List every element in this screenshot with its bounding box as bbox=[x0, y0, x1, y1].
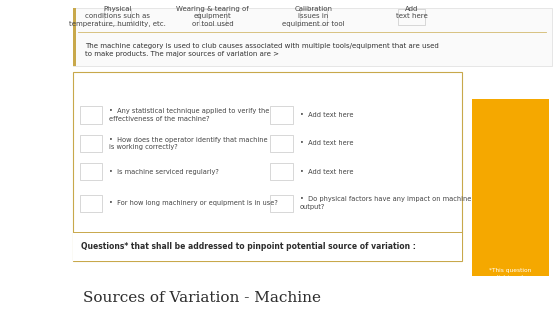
Text: Questions* that shall be addressed to pinpoint potential source of variation :: Questions* that shall be addressed to pi… bbox=[81, 242, 416, 251]
Bar bbox=[80, 195, 102, 212]
Text: •  Any statistical technique applied to verify the
effectiveness of the machine?: • Any statistical technique applied to v… bbox=[109, 108, 269, 122]
Text: Add
text here: Add text here bbox=[396, 6, 427, 19]
Bar bbox=[73, 8, 76, 66]
Bar bbox=[270, 195, 292, 212]
Text: Sources of Variation - Machine: Sources of Variation - Machine bbox=[83, 291, 321, 305]
Bar bbox=[73, 232, 462, 261]
Text: •  Add text here: • Add text here bbox=[300, 169, 353, 175]
Text: •  For how long machinery or equipment is in use?: • For how long machinery or equipment is… bbox=[109, 200, 278, 206]
Text: *This question
list is not
exhaustive but
only for
reference to
frame questions
: *This question list is not exhaustive bu… bbox=[486, 268, 534, 315]
Text: •  Add text here: • Add text here bbox=[300, 140, 353, 146]
Bar bbox=[199, 9, 226, 25]
Bar bbox=[73, 72, 462, 261]
Text: •  How does the operator identify that machine
is working correctly?: • How does the operator identify that ma… bbox=[109, 137, 268, 150]
Bar bbox=[80, 135, 102, 152]
Bar bbox=[270, 135, 292, 152]
Bar bbox=[398, 9, 425, 25]
Text: •  Do physical factors have any impact on machine
output?: • Do physical factors have any impact on… bbox=[300, 197, 472, 210]
Bar bbox=[73, 8, 552, 66]
Text: •  Is machine serviced regularly?: • Is machine serviced regularly? bbox=[109, 169, 219, 175]
Text: Calibration
issues in
equipment or tool: Calibration issues in equipment or tool bbox=[282, 6, 345, 27]
Bar bbox=[104, 9, 131, 25]
Bar bbox=[300, 9, 327, 25]
Text: Physical
conditions such as
temperature, humidity, etc.: Physical conditions such as temperature,… bbox=[69, 6, 166, 27]
Bar bbox=[80, 163, 102, 180]
Bar bbox=[270, 163, 292, 180]
Bar bbox=[472, 99, 549, 276]
Text: •  Add text here: • Add text here bbox=[300, 112, 353, 118]
Bar bbox=[80, 106, 102, 124]
Bar bbox=[270, 106, 292, 124]
Text: The machine category is used to club causes associated with multiple tools/equip: The machine category is used to club cau… bbox=[85, 43, 439, 57]
Text: Wearing & tearing of
equipment
or tool used: Wearing & tearing of equipment or tool u… bbox=[176, 6, 249, 27]
